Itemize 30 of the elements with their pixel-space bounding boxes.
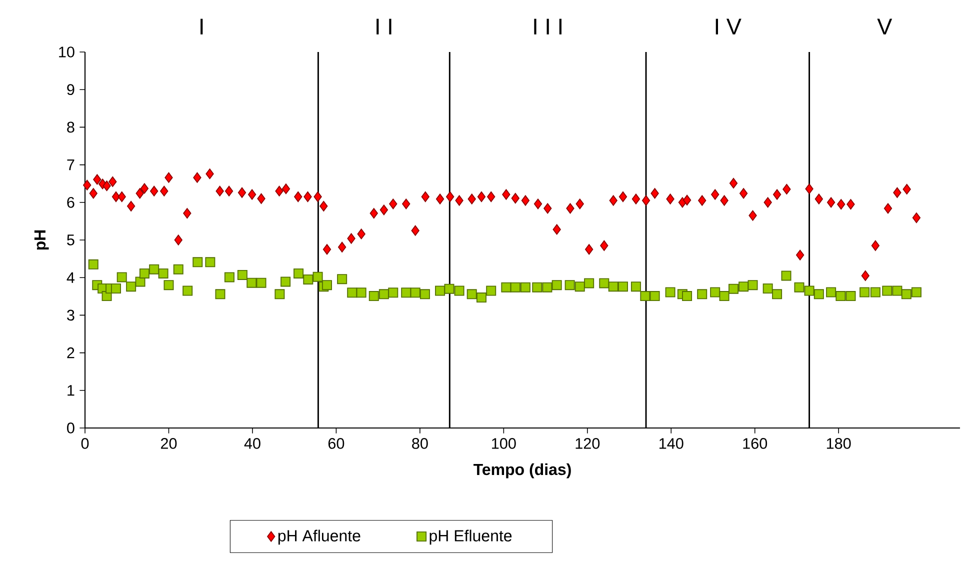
y-tick-label: 1 bbox=[68, 385, 74, 396]
x-tick-label: 120 bbox=[576, 438, 600, 449]
y-tick-label: 9 bbox=[67, 84, 74, 96]
x-axis-title: Tempo (dias) bbox=[474, 463, 571, 478]
text: I V bbox=[716, 18, 742, 34]
y-tick-label: 6 bbox=[67, 196, 74, 208]
x-tick-label: 100 bbox=[492, 438, 516, 449]
x-tick-label: 160 bbox=[743, 438, 768, 449]
x-tick-label: 80 bbox=[412, 438, 428, 449]
x-tick-label: 140 bbox=[660, 438, 684, 449]
y-axis-title: pH bbox=[34, 230, 49, 250]
legend-label: pH Efluente bbox=[430, 530, 512, 545]
x-tick-label: 40 bbox=[244, 438, 260, 449]
y-tick-label: 10 bbox=[59, 46, 74, 58]
x-tick-label: 60 bbox=[328, 438, 344, 449]
text: V bbox=[877, 18, 892, 34]
y-tick-label: 4 bbox=[66, 272, 75, 283]
y-tick-label: 2 bbox=[67, 347, 74, 358]
y-tick-label: 5 bbox=[67, 234, 74, 246]
text: I I bbox=[376, 18, 392, 34]
y-tick-label: 7 bbox=[67, 160, 74, 170]
text: I bbox=[200, 18, 203, 34]
x-tick-label: 0 bbox=[81, 438, 89, 449]
text: I I I bbox=[534, 18, 562, 34]
y-tick-label: 8 bbox=[67, 122, 74, 133]
y-tick-label: 0 bbox=[67, 422, 74, 434]
y-tick-label: 3 bbox=[67, 310, 74, 321]
x-tick-label: 180 bbox=[826, 438, 851, 449]
x-tick-label: 20 bbox=[160, 438, 177, 449]
legend-label: pH Afluente bbox=[278, 530, 360, 545]
